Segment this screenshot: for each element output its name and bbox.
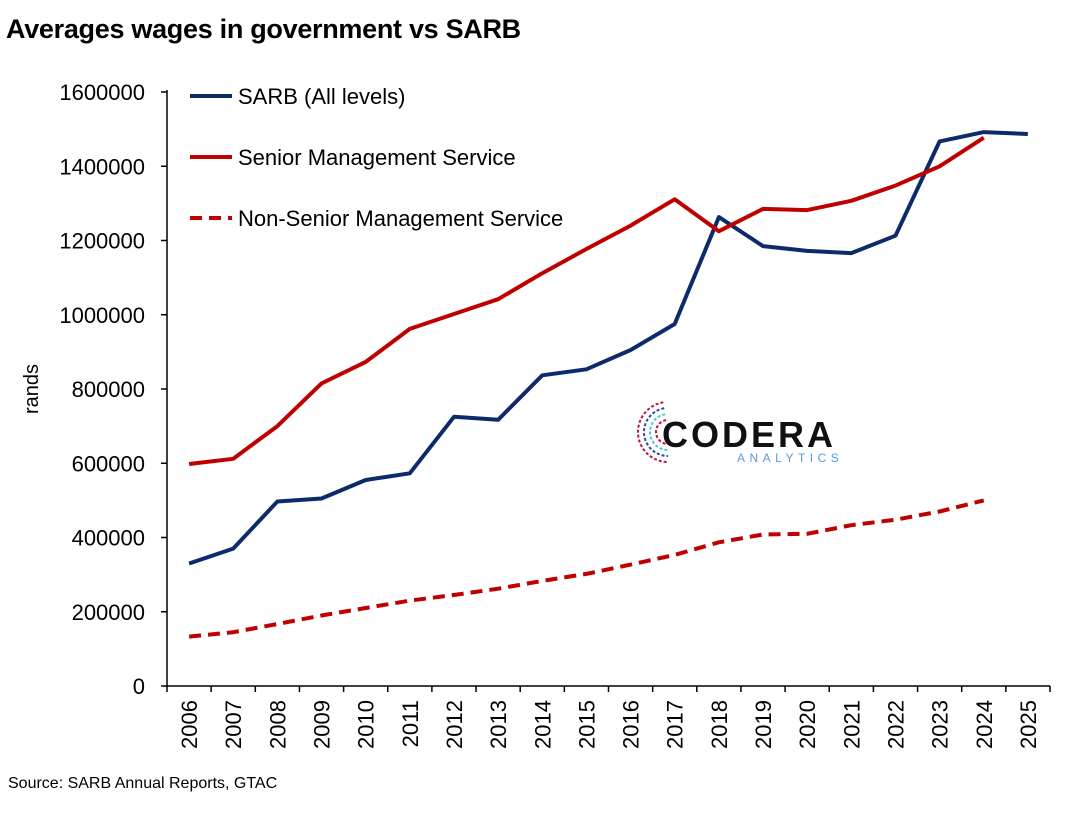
y-axis-label: rands — [21, 364, 43, 414]
y-tick-label: 400000 — [72, 526, 145, 551]
y-tick-label: 200000 — [72, 600, 145, 625]
logo-wordmark: CODERA — [662, 414, 836, 455]
chart-marks: 0 200000 400000 600000 800000 1000000 1200000 1… — [21, 80, 1051, 749]
y-tick-label: 600000 — [72, 451, 145, 476]
logo-subtitle: ANALYTICS — [737, 451, 843, 465]
x-tick-label: 2011 — [398, 700, 423, 747]
x-tick-label: 2015 — [574, 700, 599, 749]
logo-ring-arc — [655, 419, 669, 445]
y-tick-label: 1600000 — [59, 80, 145, 105]
x-tick-label: 2017 — [663, 700, 688, 749]
x-tick-label: 2019 — [751, 700, 776, 749]
x-tick-label: 2014 — [530, 700, 555, 749]
logo-ring-icon — [637, 401, 669, 463]
logo-ring-arc — [643, 407, 669, 457]
chart-title: Averages wages in government vs SARB — [6, 14, 521, 44]
x-tick-label: 2012 — [442, 700, 467, 749]
series-line-0 — [188, 130, 1028, 566]
x-tick-label: 2006 — [177, 700, 202, 749]
x-tick-label: 2013 — [486, 700, 511, 749]
x-tick-label: 2021 — [839, 700, 864, 749]
x-tick-label: 2025 — [1016, 700, 1041, 749]
legend-label-0: SARB (All levels) — [238, 84, 405, 109]
y-tick-label: 1000000 — [59, 303, 145, 328]
logo-ring-arc — [637, 401, 669, 463]
x-tick-label: 2024 — [972, 700, 997, 749]
logo-ring-arc — [649, 413, 669, 451]
legend-label-1: Senior Management Service — [238, 145, 516, 170]
x-tick-label: 2023 — [928, 700, 953, 749]
x-tick-label: 2008 — [265, 700, 290, 749]
codera-logo: CODERA ANALYTICS — [637, 401, 843, 465]
y-tick-label: 1200000 — [59, 229, 145, 254]
legend-label-2: Non-Senior Management Service — [238, 206, 563, 231]
y-tick-label: 800000 — [72, 377, 145, 402]
y-tick-label: 1400000 — [59, 154, 145, 179]
x-tick-label: 2018 — [707, 700, 732, 749]
x-tick-label: 2022 — [883, 700, 908, 749]
series-line-2 — [188, 498, 985, 639]
x-tick-label: 2020 — [795, 700, 820, 749]
x-tick-label: 2016 — [619, 700, 644, 749]
y-tick-label: 0 — [133, 674, 145, 699]
x-tick-label: 2007 — [221, 700, 246, 749]
series-line-1 — [188, 136, 985, 466]
source-note: Source: SARB Annual Reports, GTAC — [8, 775, 278, 792]
x-tick-label: 2009 — [310, 700, 335, 749]
x-tick-label: 2010 — [354, 700, 379, 749]
